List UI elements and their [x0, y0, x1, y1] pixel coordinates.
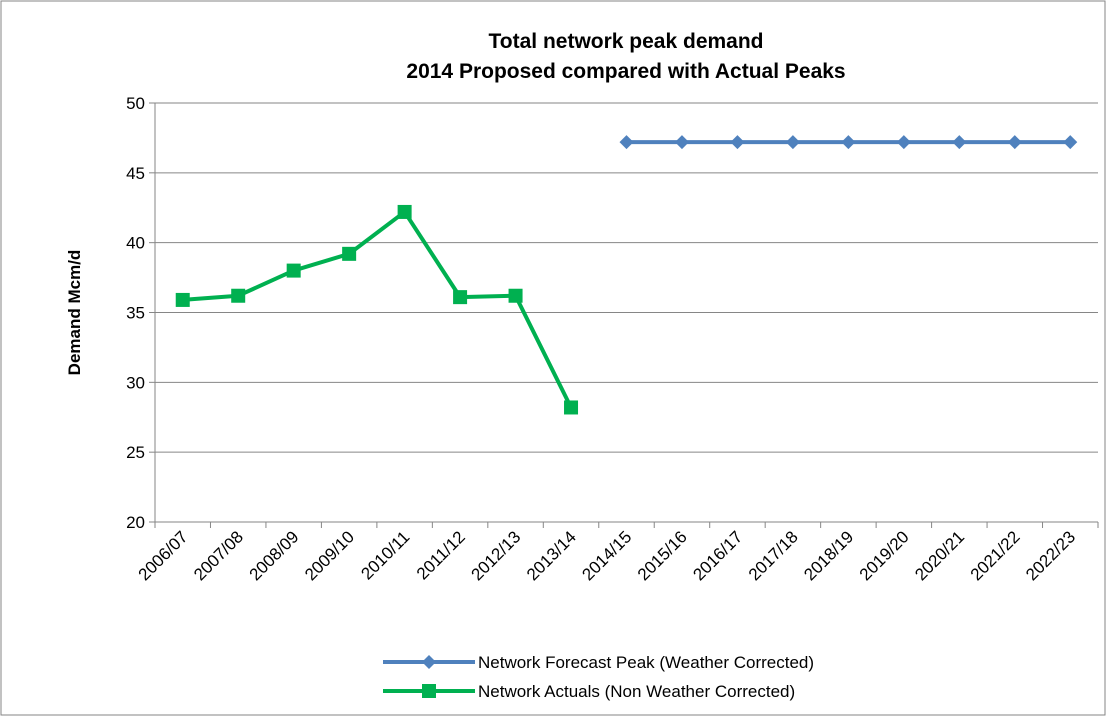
series-marker: [175, 292, 190, 307]
y-axis-label: Demand Mcm/d: [65, 250, 84, 376]
legend-label: Network Forecast Peak (Weather Corrected…: [478, 653, 814, 672]
series-marker: [508, 288, 523, 303]
y-tick-label: 40: [126, 234, 145, 253]
y-tick-label: 30: [126, 373, 145, 392]
series-marker: [397, 204, 412, 219]
y-tick-label: 35: [126, 304, 145, 323]
series-marker: [952, 135, 967, 150]
y-tick-label: 45: [126, 164, 145, 183]
series-marker: [841, 135, 856, 150]
series-marker: [453, 290, 468, 305]
y-tick-label: 25: [126, 443, 145, 462]
series-marker: [785, 135, 800, 150]
series-marker: [1063, 135, 1078, 150]
series-marker: [730, 135, 745, 150]
series-marker: [674, 135, 689, 150]
series-marker: [286, 263, 301, 278]
y-tick-label: 50: [126, 94, 145, 113]
series-marker: [564, 400, 579, 415]
legend-swatch-marker: [422, 655, 436, 669]
series-marker: [231, 288, 246, 303]
y-tick-label: 20: [126, 513, 145, 532]
legend-swatch-marker: [422, 684, 436, 698]
legend-label: Network Actuals (Non Weather Corrected): [478, 682, 795, 701]
chart-title: Total network peak demand: [489, 30, 764, 53]
series-marker: [896, 135, 911, 150]
series-marker: [619, 135, 634, 150]
series-line: [182, 209, 573, 409]
series-marker: [342, 246, 357, 261]
chart-title: 2014 Proposed compared with Actual Peaks: [406, 60, 845, 83]
series-marker: [1007, 135, 1022, 150]
